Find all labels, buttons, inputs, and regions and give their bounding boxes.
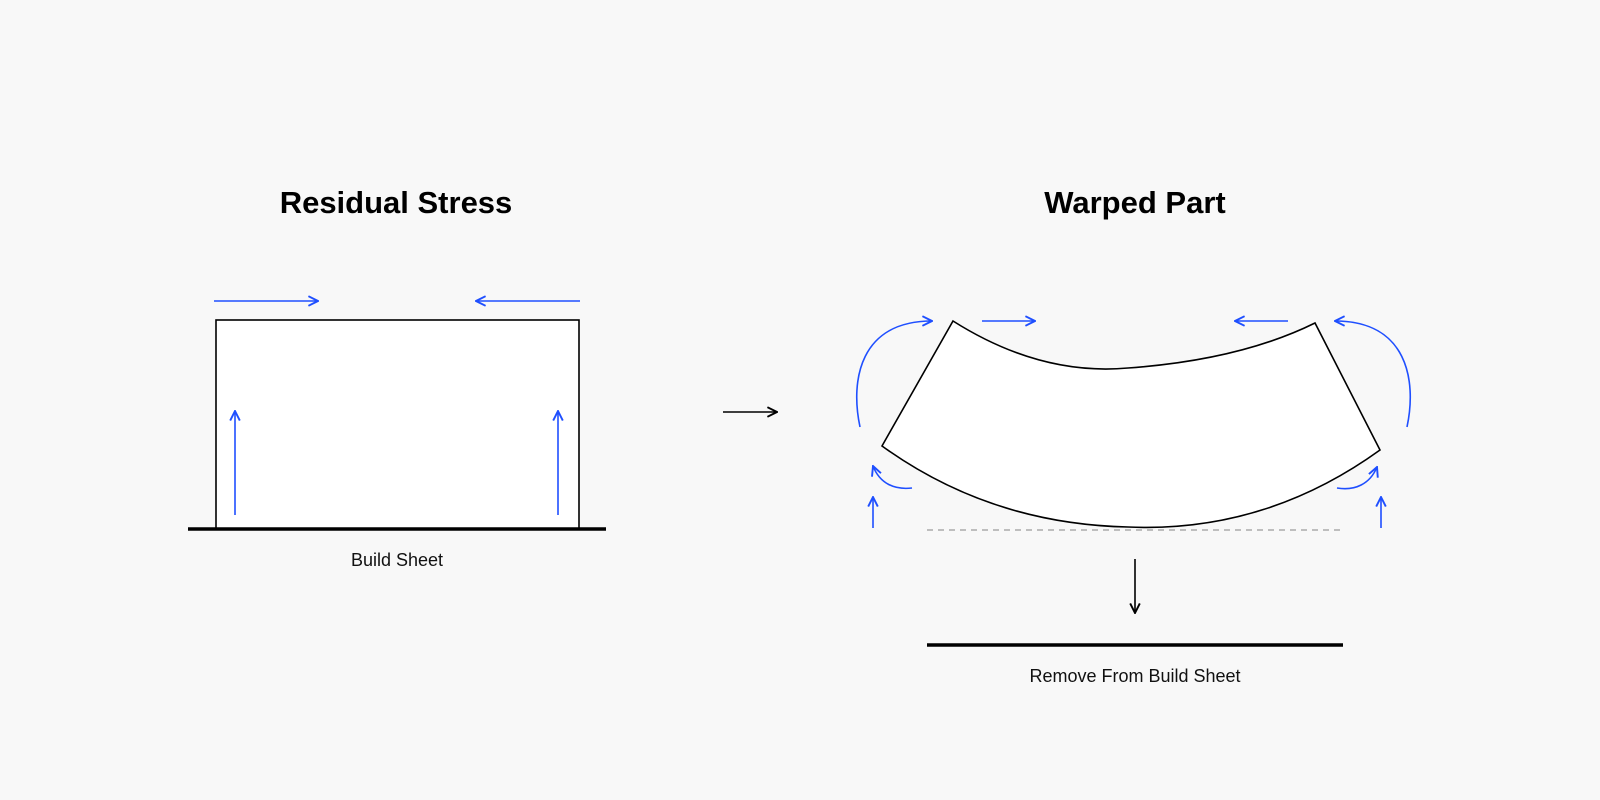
curved-arrow-icon [873, 466, 913, 490]
residual-stress-title: Residual Stress [280, 185, 513, 220]
build-sheet-label: Build Sheet [351, 550, 443, 570]
curved-arrow-icon [855, 321, 932, 428]
curved-arrow-icon [1335, 321, 1412, 428]
part-block [215, 319, 580, 530]
curved-arrow-icon [1336, 467, 1377, 490]
remove-from-build-sheet-label: Remove From Build Sheet [1029, 666, 1240, 686]
warped-part-shape [880, 319, 1382, 529]
warped-part-title: Warped Part [1044, 185, 1225, 220]
